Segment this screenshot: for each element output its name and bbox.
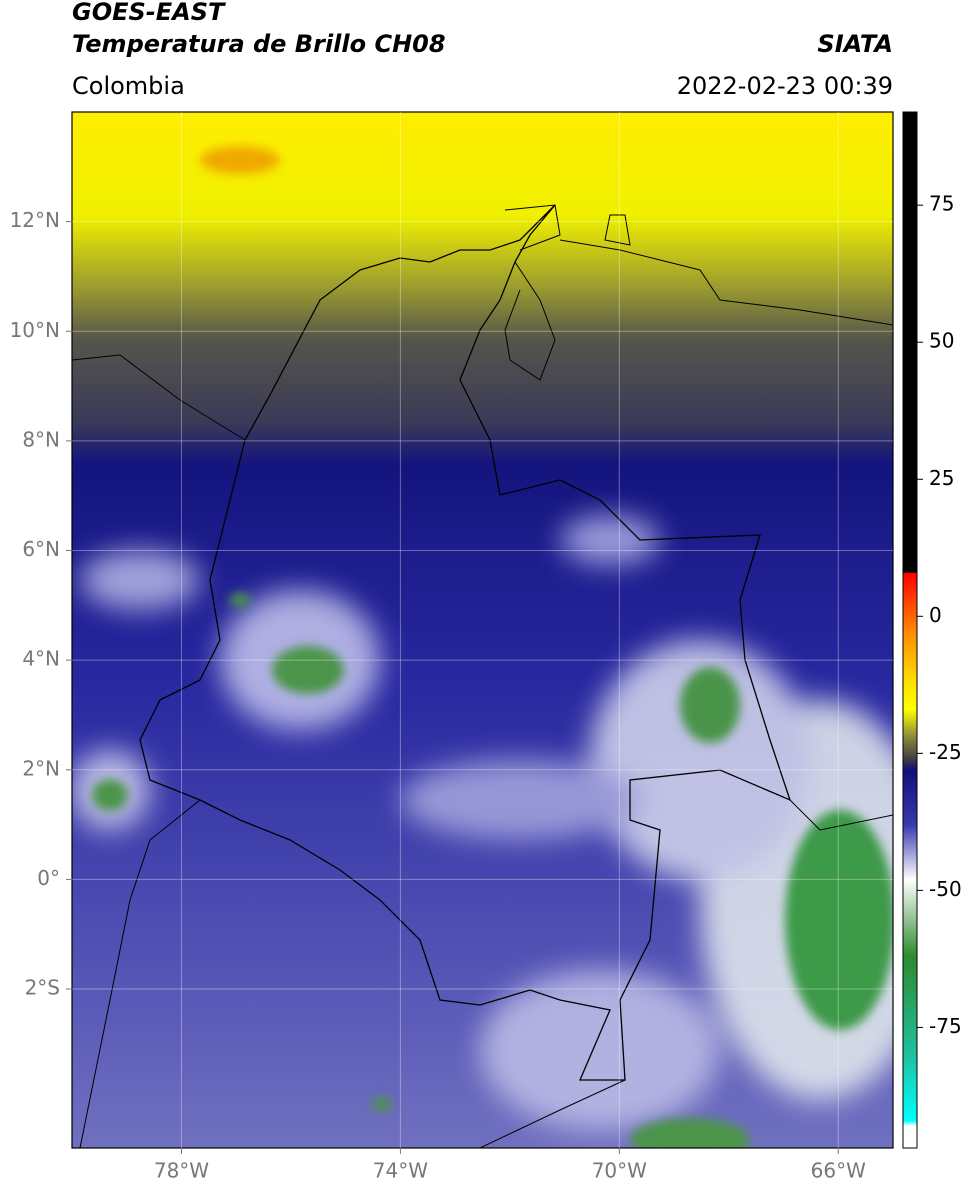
colorbar-label: 0 [929, 603, 942, 627]
map-frame [71, 111, 894, 1149]
x-tick-label: 74°W [373, 1159, 428, 1183]
region: Colombia [72, 72, 185, 100]
y-tick-label: 2°S [25, 976, 60, 1000]
x-tick-label: 66°W [811, 1159, 866, 1183]
y-tick-label: 10°N [10, 318, 60, 342]
colorbar-label: 75 [929, 192, 954, 216]
colorbar-label: -50 [929, 877, 962, 901]
x-tick-label: 70°W [592, 1159, 647, 1183]
datetime: 2022-02-23 00:39 [677, 72, 893, 100]
y-tick-label: 12°N [10, 208, 60, 232]
colorbar [902, 111, 918, 1149]
y-tick-label: 4°N [22, 647, 60, 671]
colorbar-label: 50 [929, 329, 954, 353]
colorbar-label: -75 [929, 1014, 962, 1038]
colorbar-label: -25 [929, 740, 962, 764]
x-tick-label: 78°W [154, 1159, 209, 1183]
y-tick-label: 6°N [22, 537, 60, 561]
title: GOES-EAST [72, 0, 226, 26]
satellite-image [72, 112, 893, 1148]
source: SIATA [817, 30, 893, 58]
subtitle: Temperatura de Brillo CH08 [72, 30, 446, 58]
y-tick-label: 8°N [22, 427, 60, 451]
y-tick-label: 2°N [22, 756, 60, 780]
y-tick-label: 0° [37, 866, 60, 890]
colorbar-label: 25 [929, 466, 954, 490]
